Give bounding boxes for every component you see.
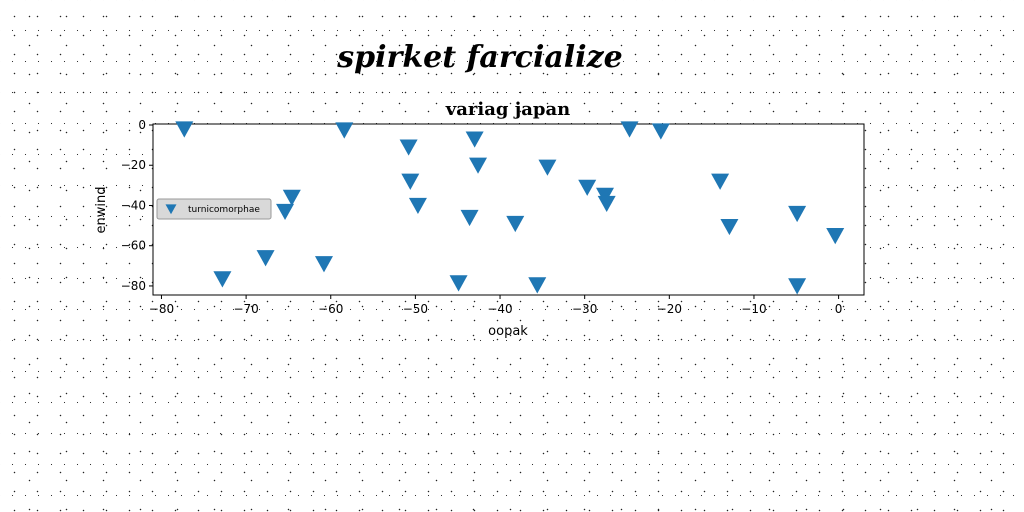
- data-point: [620, 121, 639, 138]
- x-tick-label: −20: [657, 302, 682, 316]
- data-point: [282, 189, 301, 206]
- y-axis: 0 −20 −40 −60 −80: [121, 118, 153, 293]
- legend: turnicomorphae: [156, 198, 272, 220]
- chart-title: variag japan: [445, 99, 570, 120]
- x-tick-label: 0: [835, 302, 843, 316]
- data-point: [465, 131, 484, 148]
- x-tick-label: −10: [741, 302, 766, 316]
- data-point: [711, 173, 730, 190]
- data-point: [826, 228, 845, 245]
- x-axis-label: oopak: [488, 324, 528, 339]
- data-point: [399, 139, 418, 156]
- data-point: [460, 209, 479, 227]
- legend-marker-icon: [165, 204, 177, 215]
- y-tick-label: −40: [121, 198, 146, 212]
- data-point: [175, 121, 194, 138]
- data-point: [335, 122, 354, 139]
- y-tick-label: −60: [121, 239, 146, 253]
- data-points: [175, 121, 845, 295]
- data-point: [578, 179, 597, 196]
- data-point: [314, 256, 333, 273]
- data-point: [651, 123, 670, 140]
- data-point: [538, 159, 557, 176]
- x-tick-label: −30: [572, 302, 597, 316]
- y-tick-label: −20: [121, 158, 146, 172]
- data-point: [528, 277, 547, 294]
- x-tick-label: −40: [487, 302, 512, 316]
- data-point: [449, 275, 468, 292]
- data-point: [276, 203, 295, 221]
- data-point: [213, 271, 232, 288]
- x-axis: −80 −70 −60 −50 −40 −30 −20 −10 0: [149, 295, 843, 316]
- figure-suptitle: spirket farcialize: [336, 40, 622, 75]
- x-tick-label: −60: [318, 302, 343, 316]
- data-point: [597, 195, 616, 213]
- data-point: [256, 250, 275, 267]
- x-tick-label: −50: [403, 302, 428, 316]
- y-tick-label: −80: [121, 279, 146, 293]
- legend-label: turnicomorphae: [188, 205, 260, 215]
- legend-box: [156, 198, 272, 220]
- data-point: [506, 215, 525, 233]
- data-point: [720, 218, 739, 236]
- y-axis-label: enwind: [94, 187, 109, 234]
- data-point: [788, 205, 807, 223]
- data-point: [408, 197, 427, 215]
- data-point: [788, 278, 807, 295]
- x-tick-label: −80: [149, 302, 174, 316]
- x-tick-label: −70: [233, 302, 258, 316]
- data-point: [401, 173, 420, 190]
- data-point: [469, 157, 488, 174]
- y-tick-label: 0: [138, 118, 146, 132]
